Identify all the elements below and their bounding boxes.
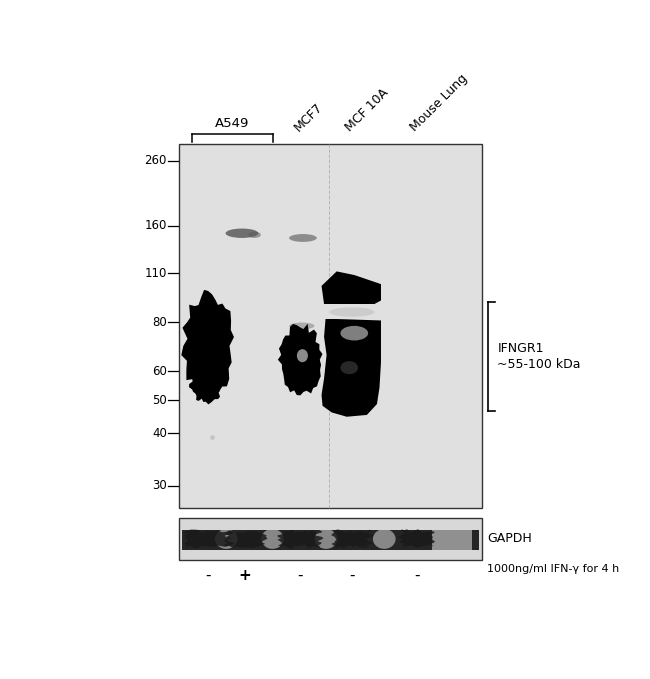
Ellipse shape	[373, 529, 396, 549]
Bar	[179, 144, 482, 508]
Text: Mouse Lung: Mouse Lung	[408, 71, 470, 134]
Polygon shape	[189, 364, 222, 405]
Text: GAPDH: GAPDH	[487, 532, 532, 545]
Text: 160: 160	[144, 219, 167, 232]
Text: A549: A549	[215, 117, 250, 130]
Text: 40: 40	[152, 426, 167, 439]
Polygon shape	[224, 530, 268, 548]
Text: 1000ng/ml IFN-γ for 4 h: 1000ng/ml IFN-γ for 4 h	[487, 564, 619, 574]
Text: -: -	[414, 568, 419, 583]
Ellipse shape	[289, 323, 315, 329]
Text: 60: 60	[152, 365, 167, 378]
Text: 30: 30	[152, 479, 167, 492]
Polygon shape	[322, 272, 381, 310]
Text: MCF 10A: MCF 10A	[343, 86, 391, 134]
Ellipse shape	[289, 234, 317, 242]
Text: IFNGR1: IFNGR1	[497, 342, 544, 355]
Text: 50: 50	[152, 394, 167, 407]
Text: 110: 110	[144, 267, 167, 280]
Polygon shape	[278, 530, 324, 549]
Bar	[432, 530, 472, 551]
Bar	[319, 304, 385, 318]
Ellipse shape	[341, 326, 368, 340]
Text: 80: 80	[152, 316, 167, 329]
Polygon shape	[399, 529, 435, 548]
Polygon shape	[332, 530, 374, 549]
Ellipse shape	[329, 308, 374, 317]
Text: -: -	[205, 568, 211, 583]
Ellipse shape	[261, 529, 284, 549]
Polygon shape	[183, 530, 234, 549]
Ellipse shape	[248, 232, 261, 238]
Text: ~55-100 kDa: ~55-100 kDa	[497, 358, 581, 371]
Polygon shape	[322, 318, 381, 417]
Text: MCF7: MCF7	[291, 100, 325, 134]
Bar	[179, 518, 482, 560]
Polygon shape	[278, 324, 322, 395]
Ellipse shape	[341, 361, 358, 374]
Text: +: +	[238, 568, 251, 583]
Ellipse shape	[215, 529, 238, 549]
Ellipse shape	[315, 529, 337, 549]
Text: 260: 260	[144, 154, 167, 167]
Bar	[182, 530, 479, 551]
Text: -: -	[349, 568, 354, 583]
Ellipse shape	[297, 349, 308, 362]
Ellipse shape	[226, 229, 258, 238]
Polygon shape	[181, 290, 234, 398]
Text: -: -	[298, 568, 303, 583]
